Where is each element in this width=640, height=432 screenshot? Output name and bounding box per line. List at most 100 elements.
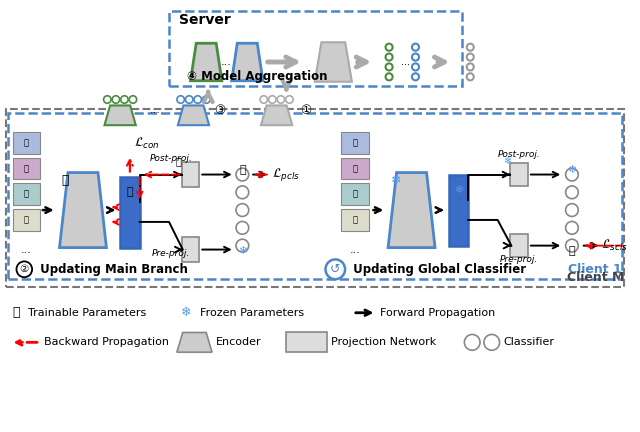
Text: ...: ... (349, 245, 360, 254)
Circle shape (467, 44, 474, 51)
Text: ❄: ❄ (181, 306, 192, 319)
Text: ❄: ❄ (454, 185, 463, 195)
Text: Client M: Client M (567, 271, 625, 284)
FancyBboxPatch shape (120, 177, 140, 248)
FancyBboxPatch shape (341, 184, 369, 205)
Text: Trainable Parameters: Trainable Parameters (28, 308, 147, 318)
Text: ...: ... (150, 105, 161, 115)
Text: Classifier: Classifier (504, 337, 554, 347)
Polygon shape (178, 105, 209, 125)
Circle shape (566, 222, 579, 234)
Circle shape (236, 239, 249, 252)
Text: ↺: ↺ (330, 263, 340, 276)
Polygon shape (315, 42, 352, 82)
Text: 🔥: 🔥 (568, 245, 575, 256)
Text: ②: ② (20, 264, 29, 274)
Text: ❄: ❄ (503, 156, 511, 166)
Polygon shape (191, 43, 222, 81)
Text: $\mathcal{L}_{scls}$: $\mathcal{L}_{scls}$ (602, 238, 628, 253)
Circle shape (566, 239, 579, 252)
Text: Forward Propagation: Forward Propagation (380, 308, 495, 318)
Text: ...: ... (21, 245, 32, 254)
Circle shape (236, 203, 249, 216)
Text: 🔥: 🔥 (127, 187, 133, 197)
Polygon shape (232, 43, 263, 81)
FancyBboxPatch shape (510, 234, 528, 257)
Text: 🎧: 🎧 (24, 164, 29, 173)
Circle shape (467, 73, 474, 80)
Text: Frozen Parameters: Frozen Parameters (200, 308, 305, 318)
Text: Encoder: Encoder (216, 337, 262, 347)
Circle shape (385, 64, 392, 70)
Text: Backward Propagation: Backward Propagation (44, 337, 169, 347)
Circle shape (186, 96, 193, 103)
Polygon shape (60, 172, 106, 248)
Circle shape (177, 96, 184, 103)
Text: Post-proj.: Post-proj. (150, 154, 193, 163)
Circle shape (566, 186, 579, 199)
Circle shape (412, 64, 419, 70)
Text: Server: Server (179, 13, 230, 28)
Text: 🔥: 🔥 (239, 165, 246, 175)
Circle shape (129, 96, 137, 103)
Circle shape (104, 96, 111, 103)
Circle shape (194, 96, 202, 103)
FancyBboxPatch shape (510, 163, 528, 186)
FancyBboxPatch shape (341, 209, 369, 231)
Text: Client 1: Client 1 (568, 263, 622, 276)
FancyBboxPatch shape (13, 158, 40, 179)
Text: ❄: ❄ (390, 174, 401, 187)
Text: 🐬: 🐬 (24, 190, 29, 199)
Text: Post-proj.: Post-proj. (498, 150, 541, 159)
Circle shape (566, 203, 579, 216)
FancyBboxPatch shape (13, 184, 40, 205)
Text: Updating Global Classifier: Updating Global Classifier (349, 263, 526, 276)
Polygon shape (104, 105, 136, 125)
Circle shape (385, 54, 392, 60)
Circle shape (17, 261, 32, 277)
Text: 🐦: 🐦 (24, 216, 29, 225)
Circle shape (412, 44, 419, 51)
Text: 🔥: 🔥 (13, 306, 20, 319)
Text: Projection Network: Projection Network (332, 337, 436, 347)
Text: ①: ① (300, 104, 312, 117)
Text: ④ Model Aggregation: ④ Model Aggregation (187, 70, 327, 83)
Circle shape (112, 96, 120, 103)
Text: ❄: ❄ (567, 165, 577, 175)
Circle shape (465, 334, 480, 350)
Text: $\mathcal{L}_{pcls}$: $\mathcal{L}_{pcls}$ (272, 166, 300, 183)
Text: 🔥: 🔥 (61, 174, 69, 187)
Text: 🐟: 🐟 (353, 138, 357, 147)
Text: ...: ... (401, 57, 410, 67)
FancyBboxPatch shape (182, 237, 199, 262)
Circle shape (566, 168, 579, 181)
FancyBboxPatch shape (341, 158, 369, 179)
Circle shape (236, 222, 249, 234)
Text: ...: ... (220, 57, 231, 67)
Circle shape (285, 96, 293, 103)
Text: 🐟: 🐟 (24, 138, 29, 147)
Circle shape (121, 96, 128, 103)
Text: Pre-proj.: Pre-proj. (152, 249, 190, 258)
FancyBboxPatch shape (13, 132, 40, 154)
Circle shape (260, 96, 268, 103)
FancyBboxPatch shape (449, 175, 468, 246)
FancyBboxPatch shape (286, 333, 328, 352)
Polygon shape (177, 333, 212, 352)
Circle shape (467, 54, 474, 60)
Circle shape (385, 44, 392, 51)
Circle shape (412, 73, 419, 80)
Circle shape (277, 96, 285, 103)
Text: Pre-proj.: Pre-proj. (500, 255, 538, 264)
Text: 🔥: 🔥 (176, 156, 182, 166)
Polygon shape (388, 172, 435, 248)
Text: $\mathcal{L}_{con}$: $\mathcal{L}_{con}$ (134, 136, 160, 151)
FancyBboxPatch shape (341, 132, 369, 154)
Circle shape (412, 54, 419, 60)
Polygon shape (261, 105, 292, 125)
Circle shape (203, 96, 210, 103)
Text: 🐦: 🐦 (353, 216, 357, 225)
Text: 🐬: 🐬 (353, 190, 357, 199)
Circle shape (236, 186, 249, 199)
Text: Updating Main Branch: Updating Main Branch (36, 263, 188, 276)
